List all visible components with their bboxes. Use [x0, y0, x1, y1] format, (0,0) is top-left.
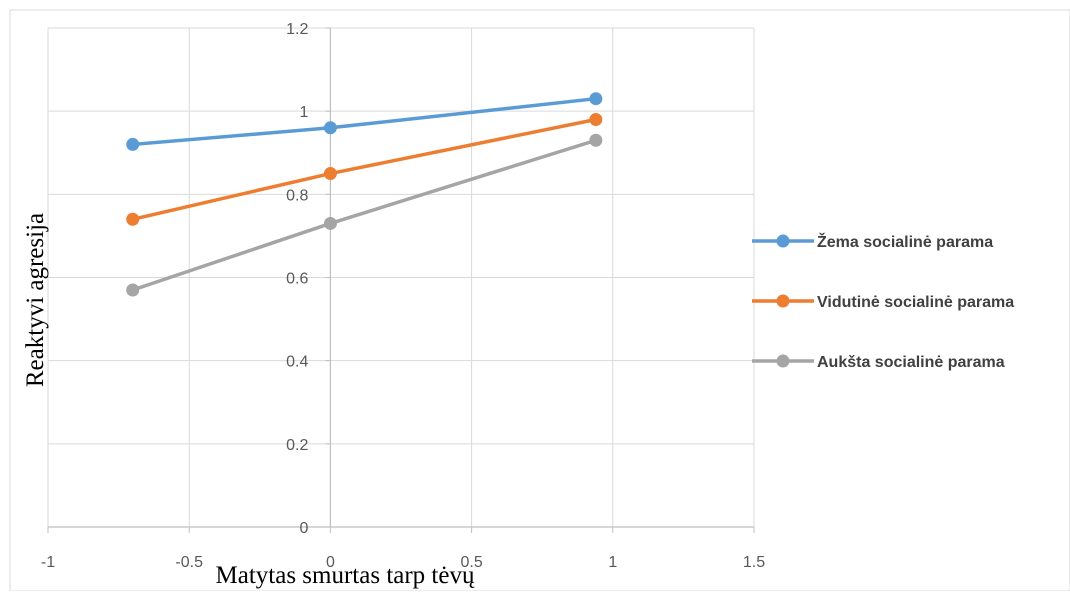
- data-point: [589, 133, 603, 147]
- y-tick-label: 0.6: [286, 271, 308, 288]
- x-tick-label: -0.5: [175, 554, 203, 571]
- y-tick-label: 0.4: [286, 354, 308, 371]
- x-tick-label: 1: [608, 554, 617, 571]
- chart-border: [9, 9, 1070, 592]
- legend: Žema socialinė parama Vidutinė socialinė …: [752, 232, 1014, 371]
- x-tick-label: 1.5: [743, 554, 765, 571]
- gridlines: [47, 27, 755, 527]
- data-point: [126, 137, 140, 151]
- legend-marker: [776, 234, 790, 248]
- legend-marker: [776, 294, 790, 308]
- x-tick-label: 0: [326, 554, 335, 571]
- y-tick-label: 1: [299, 104, 308, 121]
- data-point: [323, 121, 337, 135]
- axes: [47, 27, 755, 533]
- legend-label: Žema socialinė parama: [817, 232, 993, 251]
- legend-marker: [776, 354, 790, 368]
- y-tick-label: 0.2: [286, 437, 308, 454]
- legend-label: Vidutinė socialinė parama: [817, 294, 1014, 311]
- legend-label: Aukšta socialinė parama: [817, 354, 1005, 371]
- data-point: [323, 216, 337, 230]
- data-point: [589, 92, 603, 106]
- x-tick-label: -1: [41, 554, 55, 571]
- y-tick-label: 0.8: [286, 187, 308, 204]
- x-tick-label: 0.5: [460, 554, 482, 571]
- series: [126, 92, 603, 297]
- data-point: [323, 167, 337, 181]
- y-axis-title: Reaktyvi agresija: [22, 213, 49, 387]
- y-tick-label: 0: [299, 520, 308, 537]
- data-point: [589, 112, 603, 126]
- tick-labels: 0 0.2 0.4 0.6 0.8 1 1.2 -1 -0.5 0 0.5 1 1.5: [41, 21, 765, 571]
- y-tick-label: 1.2: [286, 21, 308, 38]
- data-point: [126, 283, 140, 297]
- data-point: [126, 212, 140, 226]
- x-axis-title: Matytas smurtas tarp tėvų: [216, 562, 475, 589]
